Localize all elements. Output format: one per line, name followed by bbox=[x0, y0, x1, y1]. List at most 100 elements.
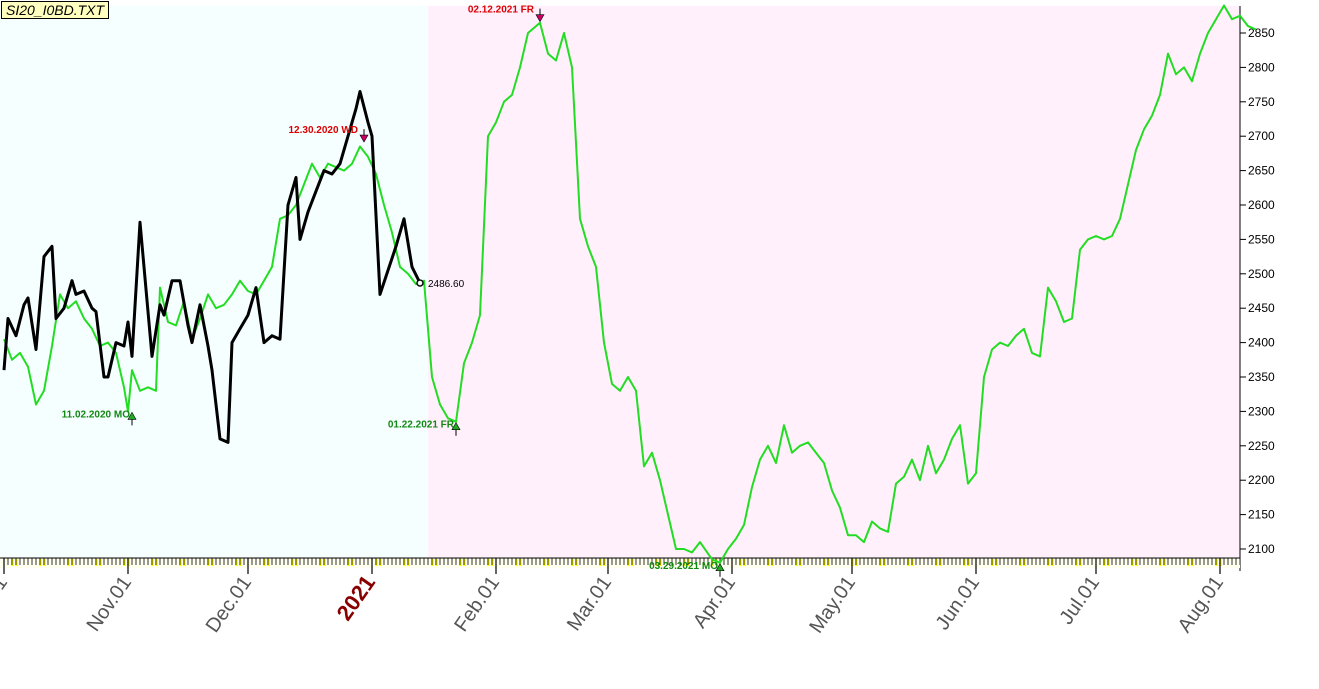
x-weekend-mark bbox=[935, 559, 938, 566]
y-tick-label: 2600 bbox=[1248, 198, 1275, 212]
x-weekend-mark bbox=[403, 559, 406, 566]
x-weekend-mark bbox=[15, 559, 18, 566]
turn-label: 01.22.2021 FR bbox=[388, 420, 455, 431]
x-weekend-mark bbox=[571, 559, 574, 566]
x-weekend-mark bbox=[739, 559, 742, 566]
x-weekend-mark bbox=[323, 559, 326, 566]
y-tick-label: 2700 bbox=[1248, 129, 1275, 143]
forecast-region bbox=[428, 6, 1240, 557]
x-tick-label: Aug.01 bbox=[1174, 572, 1228, 637]
x-weekend-mark bbox=[991, 559, 994, 566]
last-value-label: 2486.60 bbox=[428, 279, 465, 290]
x-weekend-mark bbox=[1023, 559, 1026, 566]
x-weekend-mark bbox=[743, 559, 746, 566]
x-weekend-mark bbox=[963, 559, 966, 566]
x-weekend-mark bbox=[99, 559, 102, 566]
x-weekend-mark bbox=[827, 559, 830, 566]
x-weekend-mark bbox=[431, 559, 434, 566]
x-weekend-mark bbox=[879, 559, 882, 566]
x-weekend-mark bbox=[375, 559, 378, 566]
x-weekend-mark bbox=[155, 559, 158, 566]
x-tick-label: 2021 bbox=[332, 571, 381, 625]
low-turn-marker: 11.02.2020 MO bbox=[62, 409, 137, 426]
x-weekend-mark bbox=[95, 559, 98, 566]
x-weekend-mark bbox=[519, 559, 522, 566]
x-weekend-mark bbox=[71, 559, 74, 566]
x-weekend-mark bbox=[487, 559, 490, 566]
y-tick-label: 2100 bbox=[1248, 542, 1275, 556]
history-region bbox=[0, 6, 428, 557]
x-weekend-mark bbox=[1159, 559, 1162, 566]
last-value-dot bbox=[416, 279, 424, 287]
y-tick-label: 2500 bbox=[1248, 267, 1275, 281]
y-tick-label: 2150 bbox=[1248, 508, 1275, 522]
actual-price-line bbox=[2, 90, 422, 444]
x-weekend-mark bbox=[711, 559, 714, 566]
x-weekend-mark bbox=[599, 559, 602, 566]
x-weekend-mark bbox=[967, 559, 970, 566]
y-tick-label: 2650 bbox=[1248, 164, 1275, 178]
x-weekend-mark bbox=[823, 559, 826, 566]
x-weekend-mark bbox=[767, 559, 770, 566]
x-weekend-mark bbox=[575, 559, 578, 566]
x-weekend-mark bbox=[183, 559, 186, 566]
x-tick-label: Dec.01 bbox=[202, 572, 256, 637]
down-arrow-icon bbox=[359, 134, 369, 143]
x-tick-label: May.01 bbox=[805, 572, 860, 637]
turn-label: 11.02.2020 MO bbox=[62, 409, 131, 420]
x-weekend-mark bbox=[291, 559, 294, 566]
low-turn-marker: 03.29.2021 MO bbox=[649, 561, 725, 577]
x-weekend-mark bbox=[263, 559, 266, 566]
x-weekend-mark bbox=[627, 559, 630, 566]
turn-label: 03.29.2021 MO bbox=[649, 561, 718, 572]
x-weekend-mark bbox=[715, 559, 718, 566]
x-weekend-mark bbox=[659, 559, 662, 566]
y-tick-label: 2450 bbox=[1248, 301, 1275, 315]
y-tick-label: 2350 bbox=[1248, 370, 1275, 384]
x-weekend-mark bbox=[515, 559, 518, 566]
x-weekend-mark bbox=[407, 559, 410, 566]
x-tick-label: Nov.01 bbox=[83, 572, 137, 635]
x-tick-label: Feb.01 bbox=[450, 572, 504, 636]
turn-label: 02.12.2021 FR bbox=[468, 5, 535, 16]
last-value-marker: 2486.60 bbox=[416, 279, 465, 290]
x-weekend-mark bbox=[1051, 559, 1054, 566]
x-weekend-mark bbox=[771, 559, 774, 566]
x-weekend-mark bbox=[855, 559, 858, 566]
x-weekend-mark bbox=[459, 559, 462, 566]
x-tick-label: Jun.01 bbox=[932, 572, 984, 634]
x-weekend-mark bbox=[543, 559, 546, 566]
x-weekend-mark bbox=[1047, 559, 1050, 566]
y-tick-label: 2750 bbox=[1248, 95, 1275, 109]
x-weekend-mark bbox=[795, 559, 798, 566]
x-weekend-mark bbox=[235, 559, 238, 566]
x-weekend-mark bbox=[1107, 559, 1110, 566]
x-weekend-mark bbox=[319, 559, 322, 566]
x-weekend-mark bbox=[11, 559, 14, 566]
x-weekend-mark bbox=[463, 559, 466, 566]
x-weekend-mark bbox=[267, 559, 270, 566]
x-weekend-mark bbox=[1191, 559, 1194, 566]
y-tick-label: 2550 bbox=[1248, 232, 1275, 246]
x-tick-label: Mar.01 bbox=[563, 572, 616, 635]
x-weekend-mark bbox=[435, 559, 438, 566]
x-weekend-mark bbox=[123, 559, 126, 566]
x-weekend-mark bbox=[1163, 559, 1166, 566]
x-weekend-mark bbox=[911, 559, 914, 566]
y-tick-label: 2300 bbox=[1248, 404, 1275, 418]
x-weekend-mark bbox=[1079, 559, 1082, 566]
y-tick-label: 2400 bbox=[1248, 336, 1275, 350]
x-weekend-mark bbox=[995, 559, 998, 566]
background-layer bbox=[0, 6, 1240, 557]
x-weekend-mark bbox=[151, 559, 154, 566]
x-weekend-mark bbox=[239, 559, 242, 566]
high-turn-marker: 12.30.2020 WD bbox=[289, 125, 369, 143]
x-weekend-mark bbox=[295, 559, 298, 566]
low-turn-marker: 01.22.2021 FR bbox=[388, 420, 461, 436]
x-weekend-mark bbox=[683, 559, 686, 566]
x-weekend-mark bbox=[1131, 559, 1134, 566]
turn-label: 12.30.2020 WD bbox=[289, 125, 359, 136]
x-weekend-mark bbox=[1135, 559, 1138, 566]
x-weekend-mark bbox=[1103, 559, 1106, 566]
x-weekend-mark bbox=[1215, 559, 1218, 566]
